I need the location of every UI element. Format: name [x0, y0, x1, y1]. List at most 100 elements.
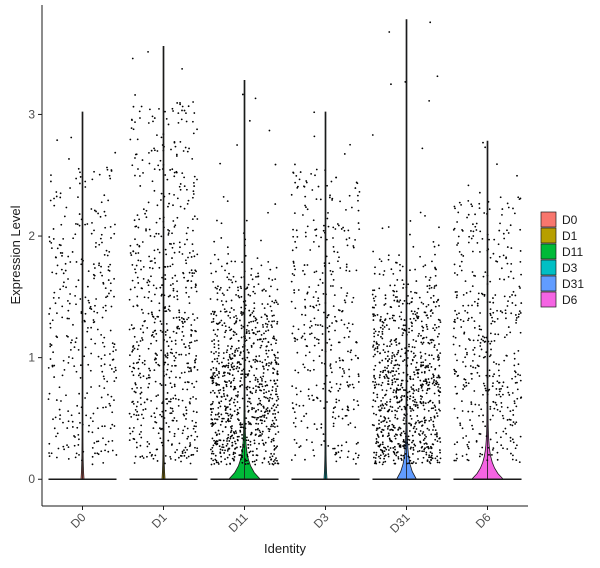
data-point: [239, 429, 242, 432]
data-point: [144, 320, 146, 322]
data-point: [64, 262, 67, 265]
data-point: [190, 280, 193, 283]
data-point: [401, 394, 403, 397]
data-point: [211, 446, 214, 449]
legend-swatch: [540, 211, 557, 228]
data-point: [394, 359, 397, 362]
legend-item-d0: D0: [540, 211, 578, 228]
data-point: [52, 228, 55, 230]
data-point: [62, 445, 65, 448]
data-point: [427, 409, 430, 412]
data-point: [267, 320, 270, 323]
data-point: [431, 457, 434, 460]
data-point: [109, 329, 112, 332]
data-point: [489, 332, 492, 335]
data-point: [103, 336, 106, 339]
data-point: [358, 191, 361, 193]
data-point: [255, 447, 258, 450]
data-point: [180, 372, 183, 374]
data-point: [182, 413, 185, 416]
data-point: [270, 452, 273, 455]
data-point: [187, 435, 190, 438]
data-point: [465, 384, 468, 387]
data-point: [260, 383, 263, 386]
data-point: [475, 229, 478, 231]
data-point: [241, 454, 243, 457]
data-point: [188, 251, 191, 254]
data-point: [254, 411, 257, 413]
data-point: [421, 325, 424, 328]
data-point: [352, 246, 355, 249]
data-point: [492, 414, 494, 417]
data-point: [425, 336, 428, 339]
data-point: [391, 375, 394, 377]
data-point: [147, 347, 150, 350]
data-point: [233, 459, 235, 462]
data-point: [456, 294, 458, 297]
data-point: [186, 202, 189, 205]
data-point: [75, 337, 78, 340]
data-point: [241, 437, 244, 440]
data-point: [173, 385, 176, 388]
data-point: [397, 457, 400, 460]
data-point: [331, 270, 334, 273]
data-point: [276, 425, 279, 428]
data-point: [506, 355, 508, 357]
data-point: [143, 359, 146, 362]
data-point: [456, 221, 459, 223]
data-point: [51, 365, 54, 368]
data-point: [107, 450, 110, 453]
data-point: [458, 250, 461, 253]
data-point: [142, 457, 145, 459]
data-point: [251, 450, 254, 453]
data-point: [343, 299, 346, 302]
data-point: [237, 286, 239, 289]
data-point: [188, 370, 190, 373]
data-point: [383, 326, 386, 328]
data-point: [245, 459, 248, 462]
data-point: [433, 344, 436, 347]
data-point: [395, 290, 398, 293]
data-point: [142, 408, 145, 411]
data-point: [172, 220, 175, 222]
data-point: [429, 451, 432, 454]
data-point: [226, 440, 228, 442]
data-point: [230, 417, 232, 420]
data-point: [246, 453, 249, 456]
data-point: [276, 459, 278, 462]
data-point: [181, 253, 184, 255]
data-point: [310, 332, 313, 335]
data-point: [471, 410, 474, 413]
data-point: [193, 185, 196, 187]
data-point: [470, 316, 473, 319]
data-point: [302, 404, 305, 407]
data-point: [272, 337, 274, 340]
data-point: [309, 305, 312, 307]
data-point: [262, 414, 264, 417]
data-point: [304, 354, 307, 357]
data-point: [150, 275, 152, 278]
data-point: [420, 355, 423, 357]
data-point: [389, 387, 392, 390]
data-point: [175, 419, 178, 422]
data-point: [379, 318, 382, 321]
data-point: [233, 322, 236, 325]
data-point: [62, 421, 64, 424]
data-point: [508, 295, 511, 298]
data-point: [500, 402, 503, 404]
data-point: [349, 143, 351, 146]
data-point: [133, 462, 136, 464]
data-point: [511, 392, 514, 394]
data-point: [401, 302, 404, 305]
data-point: [409, 447, 412, 450]
data-point: [298, 446, 301, 449]
data-point: [406, 404, 409, 407]
data-point: [414, 319, 417, 322]
data-point: [266, 303, 269, 306]
data-point: [255, 275, 257, 278]
data-point: [346, 327, 349, 329]
data-point: [173, 383, 176, 386]
data-point: [224, 405, 226, 408]
data-point: [247, 400, 249, 403]
data-point: [374, 330, 377, 333]
